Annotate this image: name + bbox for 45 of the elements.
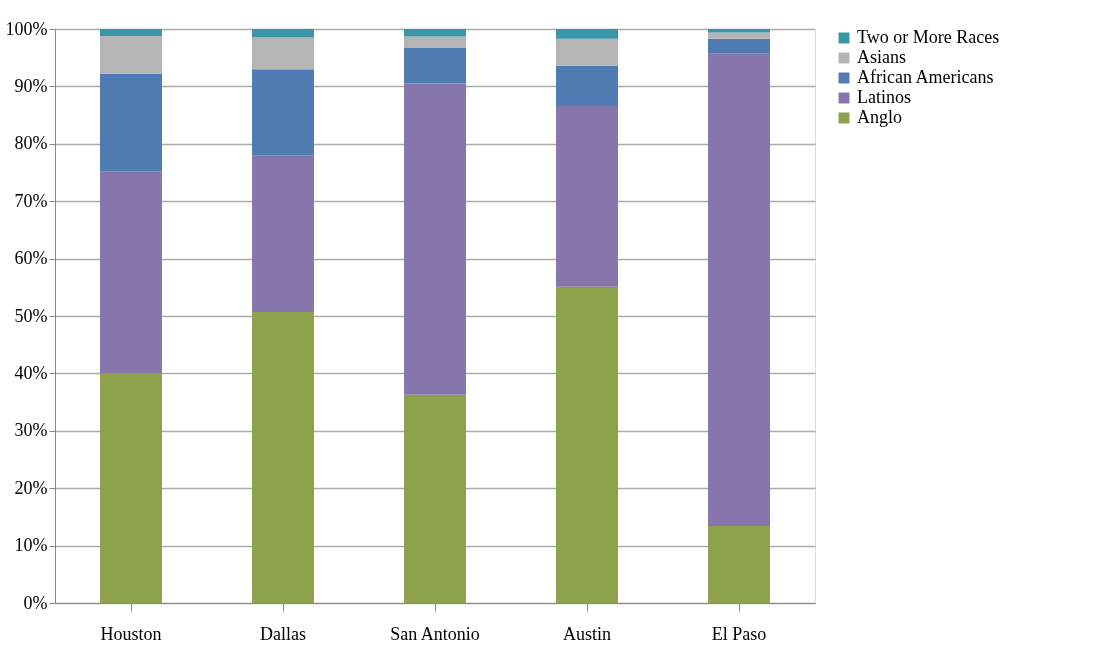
y-tick-label: 20%: [14, 477, 48, 498]
bar: [404, 83, 466, 395]
bar: [404, 394, 466, 603]
bar: [556, 105, 618, 287]
legend-label: Two or More Races: [857, 27, 1000, 47]
x-tick-label: Dallas: [260, 623, 306, 644]
legend-label: Anglo: [857, 107, 902, 127]
bar: [708, 38, 770, 54]
legend-label: African Americans: [857, 67, 994, 87]
y-tick-label: 100%: [5, 18, 48, 39]
y-tick-label: 0%: [23, 592, 48, 613]
x-tick-label: Austin: [562, 623, 612, 644]
bar: [708, 526, 770, 603]
y-tick-label: 80%: [14, 133, 48, 154]
bar: [556, 29, 618, 39]
legend-label: Latinos: [857, 87, 911, 107]
y-tick-label: 10%: [14, 535, 48, 556]
y-tick-label: 40%: [14, 362, 48, 383]
bar: [100, 373, 162, 603]
x-tick-label: Houston: [100, 623, 162, 644]
bar: [252, 69, 314, 156]
y-tick-label: 60%: [14, 248, 48, 269]
bar: [708, 32, 770, 39]
bar: [404, 36, 466, 48]
bar: [404, 47, 466, 84]
x-tick-label: San Antonio: [390, 623, 480, 644]
bar: [252, 37, 314, 70]
bar: [556, 38, 618, 66]
y-tick-label: 90%: [14, 75, 48, 96]
y-tick-label: 50%: [14, 305, 48, 326]
bar: [556, 65, 618, 106]
y-tick-label: 30%: [14, 420, 48, 441]
bar: [708, 53, 770, 527]
legend-label: Asians: [857, 47, 906, 67]
bar: [404, 29, 466, 37]
bar: [100, 171, 162, 374]
y-tick-label: 70%: [14, 190, 48, 211]
bar: [100, 29, 162, 36]
bar: [100, 35, 162, 74]
bar: [252, 155, 314, 312]
bar: [556, 286, 618, 603]
bar: [252, 311, 314, 603]
bar: [100, 73, 162, 172]
bar: [252, 29, 314, 38]
x-tick-label: El Paso: [711, 623, 767, 644]
